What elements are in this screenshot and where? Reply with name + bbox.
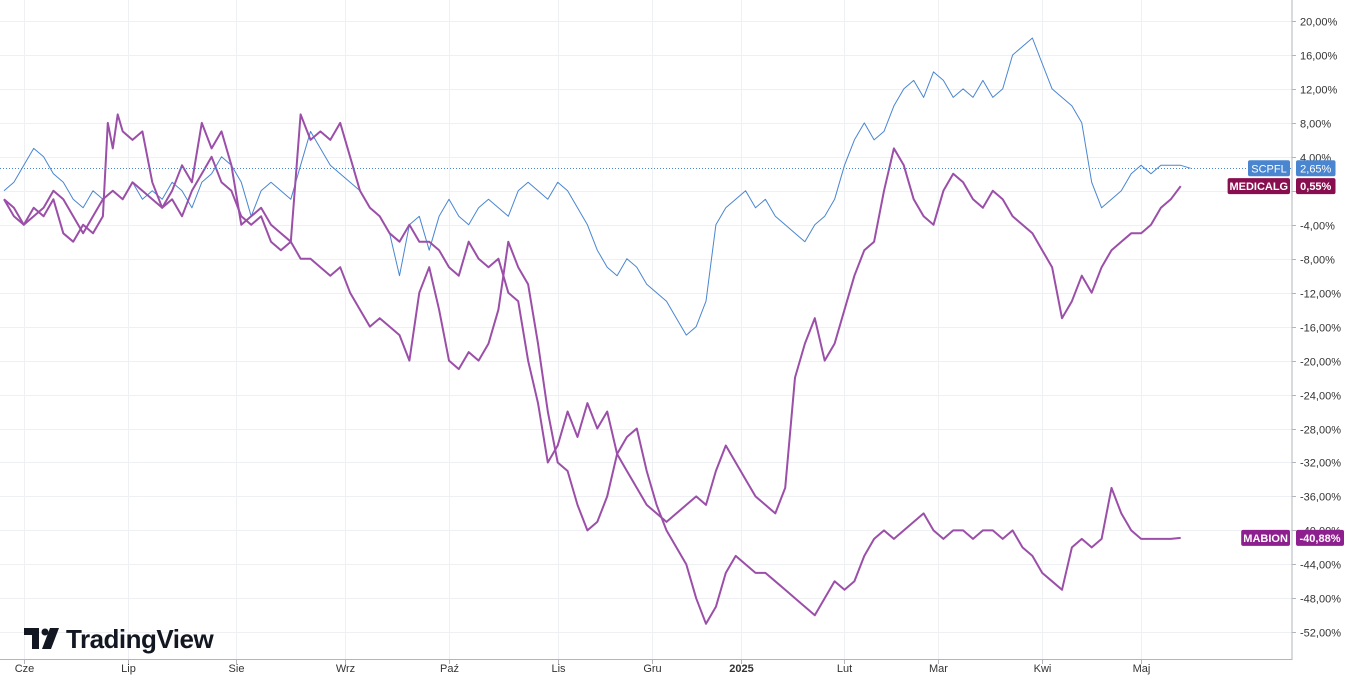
x-tick-label: Cze [15, 663, 35, 675]
y-tick-label: -44,00% [1300, 560, 1341, 572]
y-tick-label: -20,00% [1300, 357, 1341, 369]
y-tick-label: -24,00% [1300, 391, 1341, 403]
y-tick-label: 12,00% [1300, 85, 1338, 97]
series-name-tag [1241, 529, 1290, 546]
series-line-medicalg [3, 113, 1182, 523]
y-tick-label: -12,00% [1300, 289, 1341, 301]
y-tick-label: -8,00% [1300, 255, 1335, 267]
series-label-scpfl: SCPFL 2,65% [1248, 160, 1336, 177]
y-tick-label: 16,00% [1300, 51, 1338, 63]
x-tick-label: Paź [440, 663, 459, 675]
series-lines [3, 37, 1191, 625]
series-label-medicalg: MEDICALG 0,55% [1227, 178, 1336, 195]
series-name-tag [1227, 178, 1290, 195]
series-line-scpfl [3, 37, 1191, 336]
x-tick-label: Lut [837, 663, 852, 675]
y-tick-label: 20,00% [1300, 17, 1338, 29]
y-tick-label: -52,00% [1300, 628, 1341, 640]
series-name-label: MABION [1243, 533, 1288, 545]
x-tick-label: Mar [929, 663, 948, 675]
x-tick-label: Kwi [1034, 663, 1052, 675]
y-tick-label: -4,00% [1300, 221, 1335, 233]
x-tick-label: Lip [121, 663, 136, 675]
tradingview-logo: TradingView [24, 624, 215, 654]
series-value-tag [1296, 160, 1336, 177]
series-value-label: 0,55% [1300, 181, 1331, 193]
series-value-labels: SCPFL 2,65% MEDICALG 0,55% MABION -40,88% [1227, 160, 1344, 546]
x-tick-label: Gru [643, 663, 661, 675]
x-tick-label: 2025 [729, 663, 753, 675]
tradingview-wordmark: TradingView [66, 624, 214, 654]
series-value-label: -40,88% [1300, 533, 1341, 545]
y-tick-label: -32,00% [1300, 458, 1341, 470]
series-name-label: MEDICALG [1229, 181, 1288, 193]
x-tick-label: Sie [229, 663, 245, 675]
series-value-tag [1296, 529, 1344, 546]
x-tick-label: Wrz [336, 663, 355, 675]
grid [0, 0, 1292, 659]
series-line-mabion [3, 155, 1181, 625]
series-value-tag [1296, 178, 1336, 195]
x-axis-ticks: Cze Lip Sie Wrz Paź Lis Gru 2025 Lut Mar Kwi Maj [15, 660, 1151, 675]
series-name-label: SCPFL [1251, 163, 1286, 175]
series-label-mabion: MABION -40,88% [1241, 529, 1344, 546]
series-name-tag [1248, 160, 1290, 177]
y-tick-label: 8,00% [1300, 119, 1331, 131]
y-tick-label: -36,00% [1300, 492, 1341, 504]
y-tick-label: -28,00% [1300, 425, 1341, 437]
x-tick-label: Lis [551, 663, 566, 675]
x-tick-label: Maj [1133, 663, 1151, 675]
y-tick-label: -16,00% [1300, 323, 1341, 335]
y-tick-label: -48,00% [1300, 594, 1341, 606]
axes [0, 0, 1293, 660]
tradingview-logo-icon [24, 628, 59, 649]
y-axis-ticks: 20,00%16,00%12,00%8,00%4,00%-4,00%-8,00%… [1292, 17, 1341, 640]
series-value-label: 2,65% [1300, 163, 1331, 175]
